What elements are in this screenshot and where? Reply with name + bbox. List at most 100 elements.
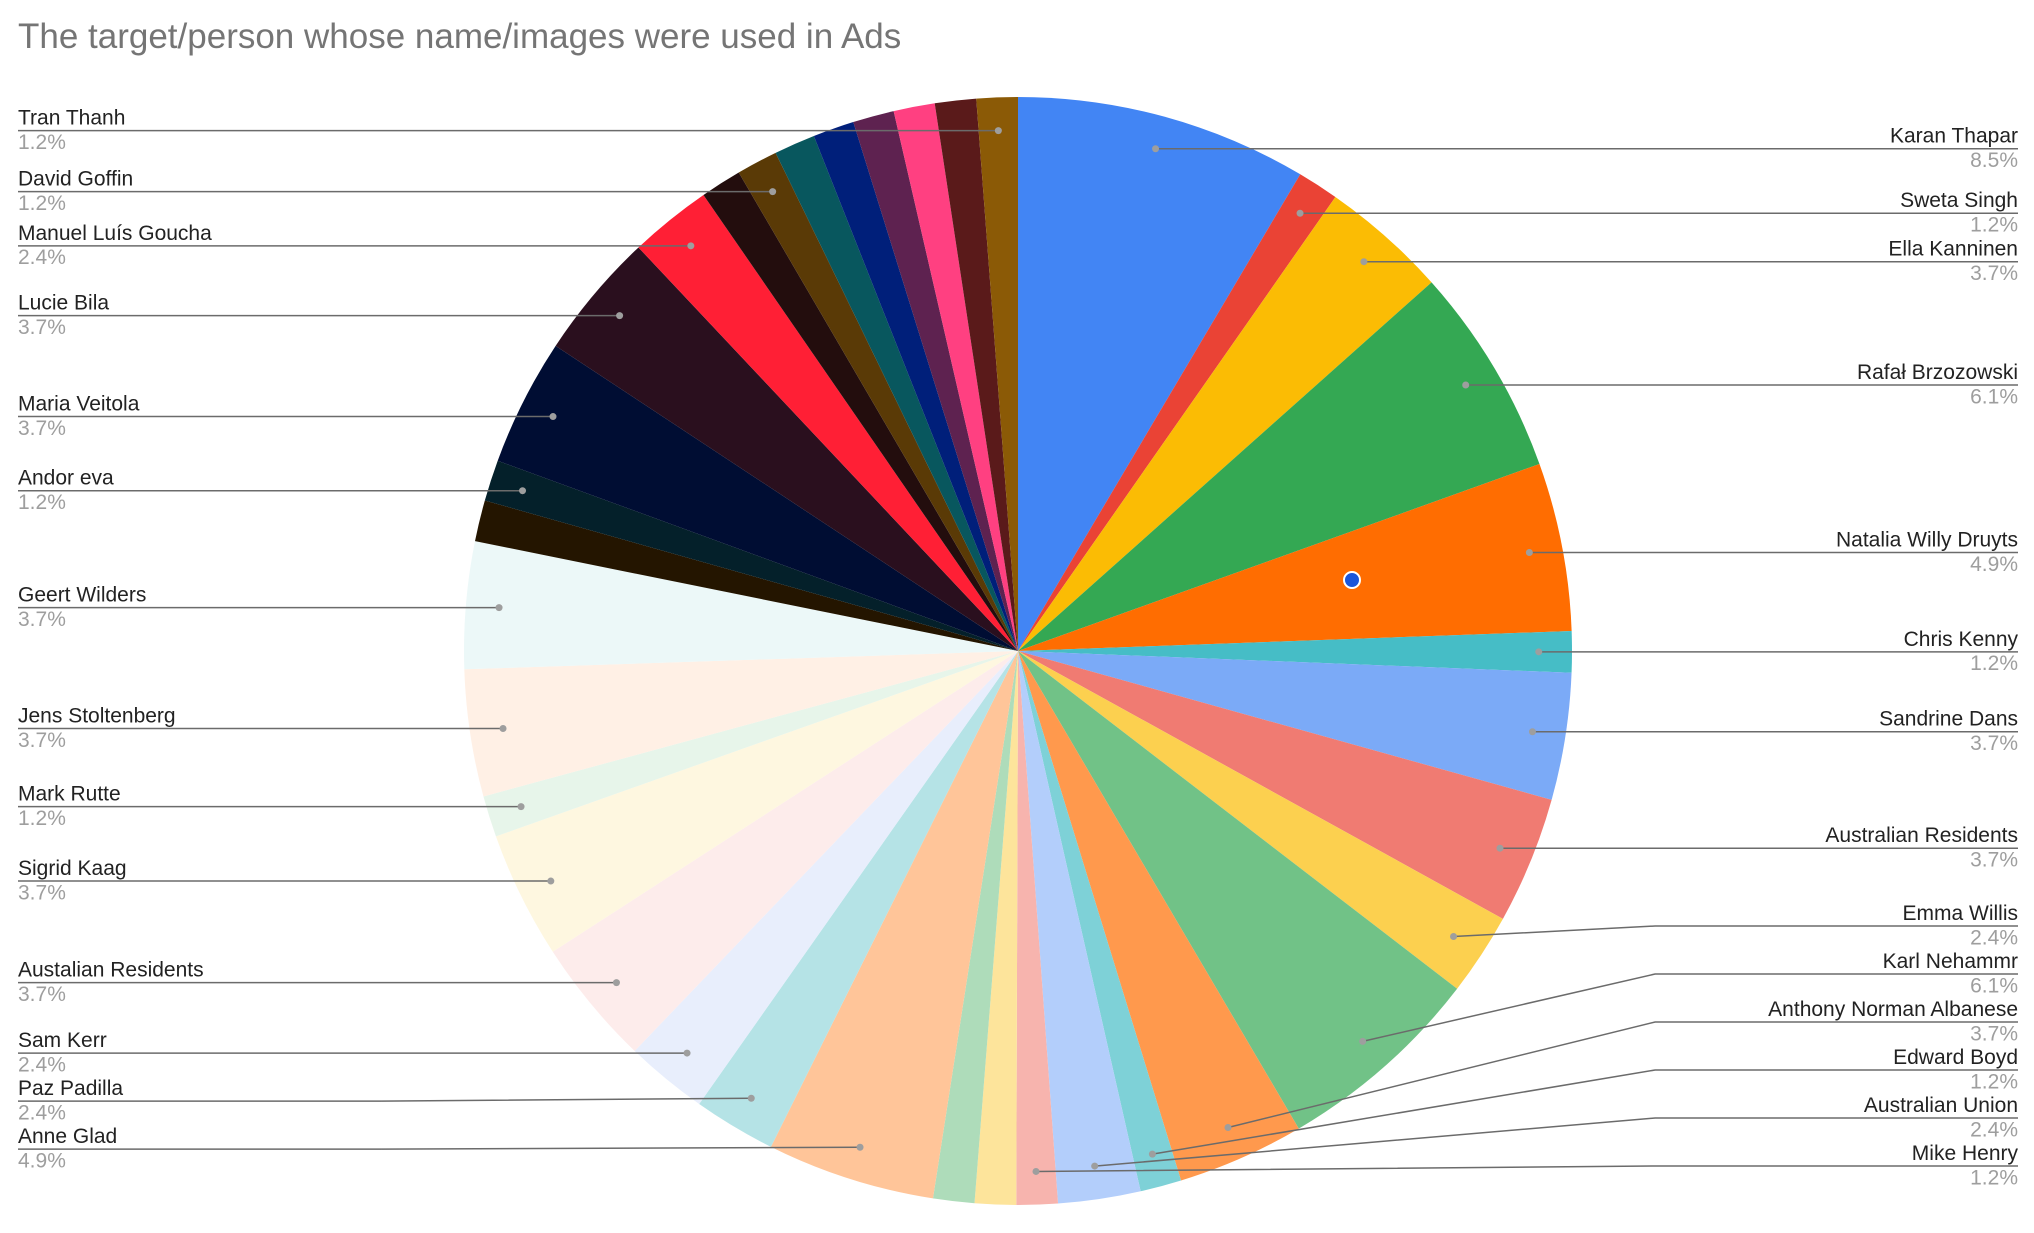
- slice-value: 2.4%: [18, 1053, 66, 1076]
- slice-value: 3.7%: [1970, 849, 2018, 872]
- leader-line: [1094, 1117, 2018, 1167]
- slice-label: Sam Kerr: [18, 1029, 107, 1052]
- slice: [813, 122, 1018, 651]
- slice: [1018, 651, 1458, 1129]
- slice: [484, 460, 1018, 651]
- slice-label: Sigrid Kaag: [18, 857, 127, 880]
- leader-dot: [517, 803, 525, 811]
- slice-label: Mark Rutte: [18, 783, 121, 806]
- slice-value: 3.7%: [1970, 1022, 2018, 1045]
- slice: [1016, 651, 1059, 1206]
- leader-line: [1152, 1069, 2018, 1155]
- leader-dot: [495, 604, 503, 612]
- slice-label: Paz Padilla: [18, 1077, 123, 1100]
- leader-dot: [1091, 1162, 1099, 1170]
- slice: [1018, 651, 1182, 1192]
- slice-label: Anthony Norman Albanese: [1768, 998, 2018, 1021]
- slice: [974, 651, 1018, 1205]
- slice-label: Austalian Residents: [18, 959, 204, 982]
- leader-dot: [1032, 1167, 1040, 1175]
- slice: [1018, 651, 1299, 1181]
- slice-value: 1.2%: [18, 807, 66, 830]
- slice-label: Australian Union: [1864, 1094, 2018, 1117]
- leader-dot: [683, 1049, 691, 1057]
- slice-value: 6.1%: [1970, 385, 2018, 408]
- slice: [552, 651, 1018, 1051]
- slice-value: 1.2%: [1970, 214, 2018, 237]
- leader-dot: [1296, 209, 1304, 217]
- leader-dot: [1535, 648, 1543, 656]
- leader-dot: [687, 242, 695, 250]
- slice: [770, 651, 1018, 1199]
- slice-value: 1.2%: [18, 491, 66, 514]
- slice-value: 3.7%: [1970, 262, 2018, 285]
- slice: [638, 194, 1018, 652]
- slice-label: Andor eva: [18, 467, 114, 490]
- leader-line: [1036, 1165, 2018, 1173]
- slice-value: 6.1%: [1970, 974, 2018, 997]
- leader-dot: [612, 979, 620, 987]
- leader-dot: [1360, 258, 1368, 266]
- leader-dot: [1359, 1037, 1367, 1045]
- leader-line: [1227, 1021, 2018, 1129]
- slice-label: Ella Kanninen: [1888, 238, 2018, 261]
- slice-label: Tran Thanh: [18, 107, 125, 130]
- slice-value: 8.5%: [1970, 149, 2018, 172]
- leader-line: [18, 1146, 861, 1150]
- slice: [555, 247, 1018, 651]
- leader-dot: [499, 724, 507, 732]
- leader-dot: [1148, 1150, 1156, 1158]
- slice: [932, 651, 1018, 1204]
- slice: [464, 541, 1018, 670]
- leader-dot: [1528, 728, 1536, 736]
- slice-label: Edward Boyd: [1893, 1046, 2018, 1069]
- slice-value: 2.4%: [18, 246, 66, 269]
- slice: [738, 152, 1018, 651]
- leader-dot: [1525, 549, 1533, 557]
- slice-value: 1.2%: [18, 131, 66, 154]
- slice: [934, 98, 1018, 651]
- slice-label: Karan Thapar: [1890, 125, 2018, 148]
- slice-label: Karl Nehammr: [1883, 950, 2018, 973]
- slice: [853, 111, 1018, 651]
- leader-dot: [1152, 145, 1160, 153]
- slice-label: Anne Glad: [18, 1125, 117, 1148]
- leader-dot: [616, 312, 624, 320]
- slice-label: Rafał Brzozowski: [1857, 361, 2018, 384]
- slice-value: 3.7%: [18, 983, 66, 1006]
- slice-value: 3.7%: [18, 417, 66, 440]
- slice-label: Mike Henry: [1912, 1142, 2019, 1165]
- slice: [1018, 282, 1540, 651]
- slice-value: 2.4%: [1970, 926, 2018, 949]
- slice-label: Sandrine Dans: [1879, 708, 2018, 731]
- slice-value: 2.4%: [18, 1101, 66, 1124]
- slice: [703, 172, 1018, 651]
- slice-label: Jens Stoltenberg: [18, 704, 176, 727]
- slice-value: 1.2%: [1970, 1166, 2018, 1189]
- slice: [1018, 97, 1301, 651]
- slice: [976, 97, 1018, 651]
- slice: [1018, 174, 1336, 651]
- slice-value: 1.2%: [18, 192, 66, 215]
- slice-label: Chris Kenny: [1904, 628, 2019, 651]
- slice-value: 4.9%: [18, 1149, 66, 1172]
- leader-dot: [1224, 1124, 1232, 1132]
- slice-label: Maria Veitola: [18, 393, 140, 416]
- slice: [1018, 651, 1552, 919]
- slice-value: 3.7%: [18, 608, 66, 631]
- slice: [1018, 651, 1141, 1204]
- leader-dot: [769, 188, 777, 196]
- slice: [464, 651, 1018, 797]
- slice: [475, 500, 1018, 651]
- leader-dot: [1450, 932, 1458, 940]
- slice: [775, 135, 1018, 651]
- slice-label: Manuel Luís Goucha: [18, 222, 212, 245]
- slice-label: David Goffin: [18, 168, 133, 191]
- slice: [1018, 630, 1572, 673]
- slice-value: 3.7%: [18, 881, 66, 904]
- slice-label: Australian Residents: [1825, 824, 2018, 847]
- slice: [1018, 196, 1432, 651]
- leader-dot: [1496, 844, 1504, 852]
